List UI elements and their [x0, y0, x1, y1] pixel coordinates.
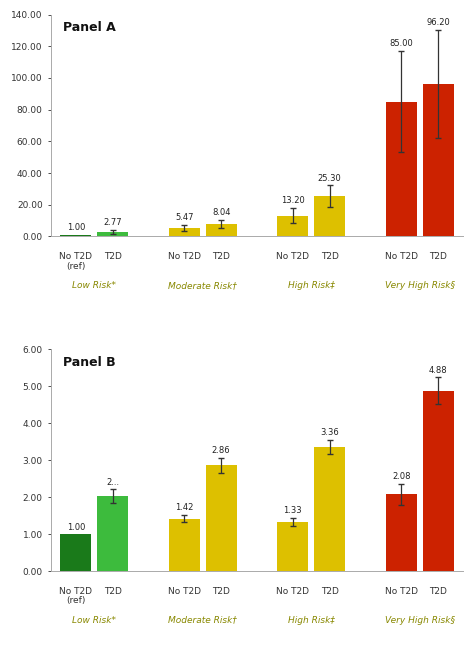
Text: No T2D: No T2D [276, 587, 310, 596]
Bar [169, 518, 200, 571]
Text: Very High Risk§: Very High Risk§ [385, 616, 455, 625]
Text: Low Risk*: Low Risk* [72, 616, 116, 625]
Text: No T2D: No T2D [385, 587, 418, 596]
Text: 8.04: 8.04 [212, 208, 230, 217]
Bar [386, 102, 417, 237]
Text: No T2D: No T2D [168, 252, 201, 261]
Text: 2...: 2... [106, 478, 119, 487]
Text: No T2D: No T2D [276, 252, 310, 261]
Bar [97, 232, 128, 237]
Text: Very High Risk§: Very High Risk§ [385, 281, 455, 290]
Text: 2.86: 2.86 [212, 446, 230, 455]
Text: 1.42: 1.42 [175, 503, 193, 512]
Bar [97, 496, 128, 571]
Text: No T2D: No T2D [168, 587, 201, 596]
Bar [60, 534, 91, 571]
Text: 2.08: 2.08 [392, 472, 410, 482]
Text: Panel A: Panel A [64, 21, 116, 34]
Text: No T2D
(ref): No T2D (ref) [59, 252, 92, 271]
Bar [386, 494, 417, 571]
Text: 85.00: 85.00 [390, 39, 413, 49]
Bar [206, 223, 237, 237]
Text: T2D: T2D [212, 587, 230, 596]
Text: Low Risk*: Low Risk* [72, 281, 116, 290]
Text: T2D: T2D [104, 587, 122, 596]
Text: 1.00: 1.00 [67, 522, 85, 532]
Text: Moderate Risk†: Moderate Risk† [168, 616, 237, 625]
Bar [60, 235, 91, 237]
Text: No T2D
(ref): No T2D (ref) [59, 587, 92, 605]
Bar [169, 228, 200, 237]
Text: 1.33: 1.33 [283, 506, 302, 515]
Text: 5.47: 5.47 [175, 213, 193, 222]
Text: T2D: T2D [212, 252, 230, 261]
Text: No T2D: No T2D [385, 252, 418, 261]
Bar [314, 447, 345, 571]
Text: High Risk‡: High Risk‡ [288, 616, 335, 625]
Text: T2D: T2D [429, 587, 447, 596]
Text: 25.30: 25.30 [318, 173, 341, 183]
Text: 3.36: 3.36 [320, 428, 339, 437]
Text: 4.88: 4.88 [429, 366, 447, 374]
Text: T2D: T2D [321, 587, 338, 596]
Bar [423, 84, 454, 237]
Text: T2D: T2D [321, 252, 338, 261]
Text: T2D: T2D [429, 252, 447, 261]
Bar [277, 215, 308, 237]
Bar [206, 465, 237, 571]
Text: High Risk‡: High Risk‡ [288, 281, 335, 290]
Text: 96.20: 96.20 [426, 18, 450, 28]
Text: 13.20: 13.20 [281, 196, 305, 205]
Bar [423, 391, 454, 571]
Bar [314, 196, 345, 237]
Text: 2.77: 2.77 [103, 219, 122, 227]
Bar [277, 522, 308, 571]
Text: 1.00: 1.00 [67, 223, 85, 232]
Text: Panel B: Panel B [64, 356, 116, 369]
Text: Moderate Risk†: Moderate Risk† [168, 281, 237, 290]
Text: T2D: T2D [104, 252, 122, 261]
